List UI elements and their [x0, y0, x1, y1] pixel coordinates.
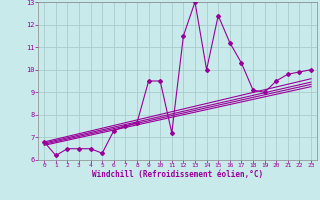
X-axis label: Windchill (Refroidissement éolien,°C): Windchill (Refroidissement éolien,°C) [92, 170, 263, 179]
